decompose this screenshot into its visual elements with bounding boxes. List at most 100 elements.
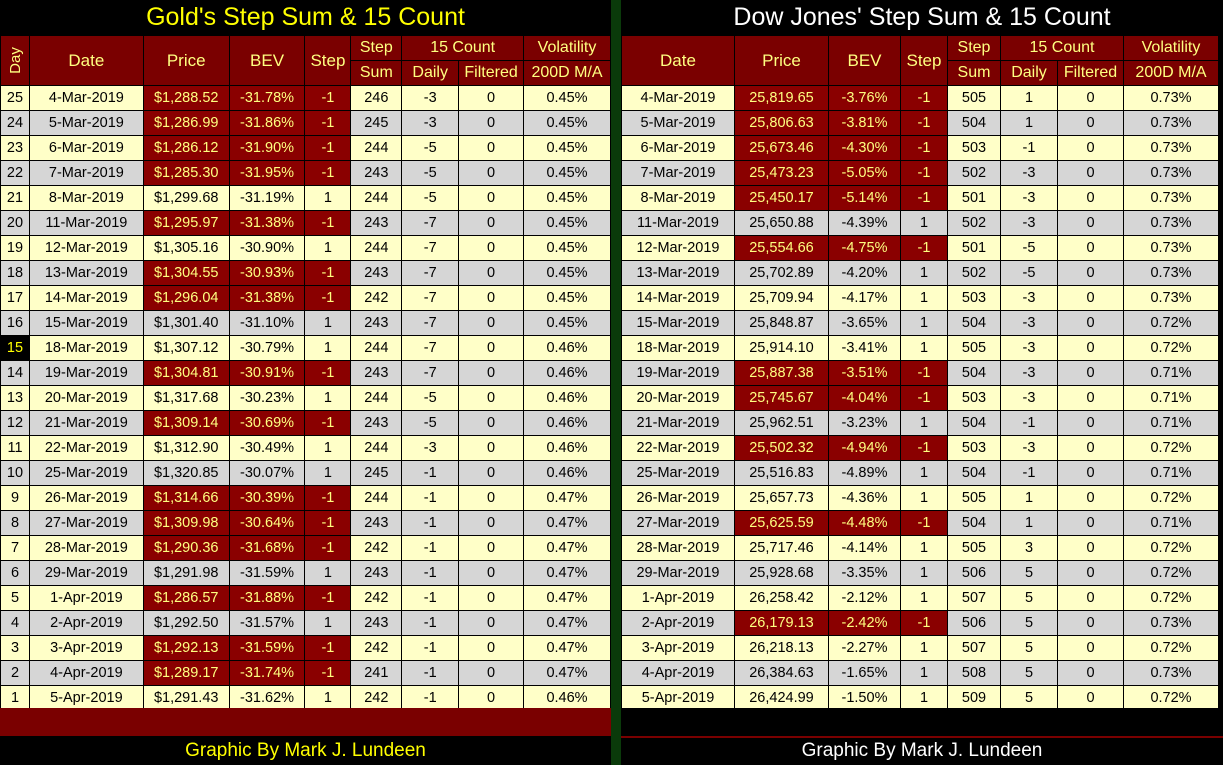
table-row: 18 13-Mar-2019 $1,304.55 -30.93% -1 243 -7 0 0.4… xyxy=(0,260,611,286)
bev-cell: -31.57% xyxy=(228,610,306,636)
date-cell: 7-Mar-2019 xyxy=(621,160,735,186)
volatility-cell: 0.46% xyxy=(523,335,611,361)
step-sum-cell: 501 xyxy=(947,185,1001,211)
date-cell: 29-Mar-2019 xyxy=(28,560,144,586)
table-row: 17 14-Mar-2019 $1,296.04 -31.38% -1 242 -7 0 0.4… xyxy=(0,285,611,311)
bev-cell: -31.95% xyxy=(228,160,306,186)
table-row: 22-Mar-2019 25,502.32 -4.94% -1 503 -3 0 0.72% xyxy=(621,435,1219,461)
daily-cell: -1 xyxy=(401,485,460,511)
filtered-cell: 0 xyxy=(1057,135,1124,161)
table-row: 8-Mar-2019 25,450.17 -5.14% -1 501 -3 0 0.73% xyxy=(621,185,1219,211)
step-cell: -1 xyxy=(304,135,352,161)
filtered-cell: 0 xyxy=(458,660,525,686)
price-cell: 25,819.65 xyxy=(734,85,829,111)
daily-cell: -7 xyxy=(401,285,460,311)
step-cell: 1 xyxy=(900,585,948,611)
step-cell: 1 xyxy=(304,310,352,336)
day-cell: 21 xyxy=(0,185,30,211)
bev-cell: -30.91% xyxy=(228,360,306,386)
daily-cell: -7 xyxy=(401,360,460,386)
table-row: 18-Mar-2019 25,914.10 -3.41% 1 505 -3 0 0.72% xyxy=(621,335,1219,361)
step-sum-cell: 504 xyxy=(947,360,1001,386)
dow-table-body: 4-Mar-2019 25,819.65 -3.76% -1 505 1 0 0.73% 5-M… xyxy=(621,85,1219,711)
volatility-cell: 0.46% xyxy=(523,460,611,486)
volatility-cell: 0.71% xyxy=(1123,385,1219,411)
volatility-cell: 0.45% xyxy=(523,85,611,111)
filtered-cell: 0 xyxy=(458,85,525,111)
table-row: 4-Mar-2019 25,819.65 -3.76% -1 505 1 0 0.73% xyxy=(621,85,1219,111)
table-row: 20-Mar-2019 25,745.67 -4.04% -1 503 -3 0 0.71% xyxy=(621,385,1219,411)
volatility-cell: 0.73% xyxy=(1123,610,1219,636)
price-cell: $1,309.98 xyxy=(142,510,230,536)
step-sum-cell: 505 xyxy=(947,85,1001,111)
table-row: 11-Mar-2019 25,650.88 -4.39% 1 502 -3 0 0.73% xyxy=(621,210,1219,236)
daily-cell: -3 xyxy=(1000,360,1058,386)
table-row: 8 27-Mar-2019 $1,309.98 -30.64% -1 243 -1 0 0.47… xyxy=(0,510,611,536)
step-cell: 1 xyxy=(900,310,948,336)
volatility-cell: 0.73% xyxy=(1123,660,1219,686)
date-cell: 14-Mar-2019 xyxy=(28,285,144,311)
bev-cell: -3.81% xyxy=(828,110,901,136)
bev-cell: -5.05% xyxy=(828,160,901,186)
bev-cell: -31.78% xyxy=(228,85,306,111)
price-cell: 25,717.46 xyxy=(734,535,829,561)
header-price: Price xyxy=(142,35,230,86)
gold-footer-bar xyxy=(0,708,611,736)
step-cell: 1 xyxy=(900,210,948,236)
daily-cell: -1 xyxy=(401,535,460,561)
price-cell: 25,625.59 xyxy=(734,510,829,536)
header-15-count: 15 Count xyxy=(1000,35,1124,61)
date-cell: 5-Apr-2019 xyxy=(621,685,735,711)
table-row: 19-Mar-2019 25,887.38 -3.51% -1 504 -3 0 0.71% xyxy=(621,360,1219,386)
step-cell: -1 xyxy=(900,610,948,636)
table-row: 5 1-Apr-2019 $1,286.57 -31.88% -1 242 -1 0 0.47% xyxy=(0,585,611,611)
filtered-cell: 0 xyxy=(458,285,525,311)
daily-cell: -3 xyxy=(401,85,460,111)
price-cell: $1,286.99 xyxy=(142,110,230,136)
step-sum-cell: 244 xyxy=(350,485,403,511)
daily-cell: -3 xyxy=(1000,385,1058,411)
filtered-cell: 0 xyxy=(1057,510,1124,536)
date-cell: 13-Mar-2019 xyxy=(621,260,735,286)
bev-cell: -3.51% xyxy=(828,360,901,386)
filtered-cell: 0 xyxy=(458,585,525,611)
step-cell: 1 xyxy=(304,560,352,586)
daily-cell: -1 xyxy=(1000,135,1058,161)
header-step: Step xyxy=(304,35,352,86)
bev-cell: -31.88% xyxy=(228,585,306,611)
step-cell: 1 xyxy=(304,385,352,411)
price-cell: 26,424.99 xyxy=(734,685,829,711)
table-row: 12 21-Mar-2019 $1,309.14 -30.69% -1 243 -5 0 0.4… xyxy=(0,410,611,436)
daily-cell: -5 xyxy=(1000,235,1058,261)
price-cell: $1,307.12 xyxy=(142,335,230,361)
price-cell: $1,314.66 xyxy=(142,485,230,511)
bev-cell: -31.62% xyxy=(228,685,306,711)
table-row: 1-Apr-2019 26,258.42 -2.12% 1 507 5 0 0.72% xyxy=(621,585,1219,611)
gold-panel: Gold's Step Sum & 15 Count Day Date Pric… xyxy=(0,0,611,765)
filtered-cell: 0 xyxy=(1057,360,1124,386)
volatility-cell: 0.47% xyxy=(523,535,611,561)
daily-cell: -7 xyxy=(401,260,460,286)
volatility-cell: 0.73% xyxy=(1123,185,1219,211)
date-cell: 22-Mar-2019 xyxy=(621,435,735,461)
table-row: 14-Mar-2019 25,709.94 -4.17% 1 503 -3 0 0.73% xyxy=(621,285,1219,311)
panel-divider xyxy=(611,0,621,765)
filtered-cell: 0 xyxy=(458,210,525,236)
date-cell: 11-Mar-2019 xyxy=(621,210,735,236)
date-cell: 20-Mar-2019 xyxy=(28,385,144,411)
daily-cell: -1 xyxy=(401,585,460,611)
price-cell: 26,384.63 xyxy=(734,660,829,686)
day-cell: 13 xyxy=(0,385,30,411)
bev-cell: -1.65% xyxy=(828,660,901,686)
volatility-cell: 0.72% xyxy=(1123,335,1219,361)
daily-cell: -7 xyxy=(401,335,460,361)
day-cell: 24 xyxy=(0,110,30,136)
date-cell: 11-Mar-2019 xyxy=(28,210,144,236)
volatility-cell: 0.47% xyxy=(523,485,611,511)
step-sum-cell: 243 xyxy=(350,260,403,286)
day-cell: 19 xyxy=(0,235,30,261)
price-cell: 26,179.13 xyxy=(734,610,829,636)
price-cell: 25,914.10 xyxy=(734,335,829,361)
filtered-cell: 0 xyxy=(458,535,525,561)
daily-cell: -7 xyxy=(401,210,460,236)
